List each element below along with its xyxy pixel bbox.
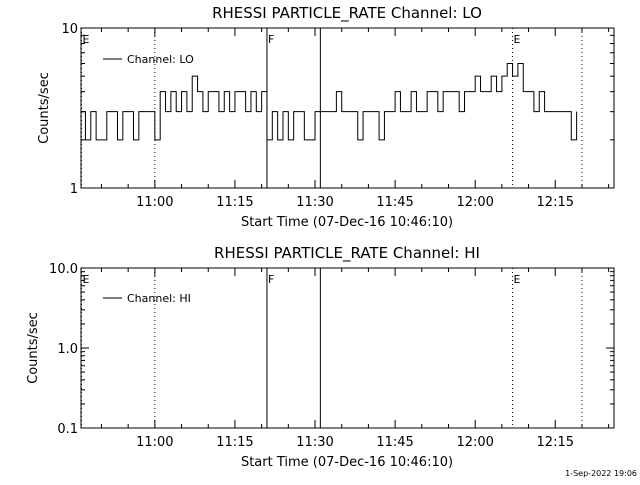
x-tick-label-hi: 12:00 [456,435,493,450]
legend-entry-lo: Channel: LO [127,53,194,66]
y-tick-label-lo: 10 [61,22,78,37]
x-tick-label-hi: 11:30 [296,435,333,450]
x-axis-label-lo: Start Time (07-Dec-16 10:46:10) [241,215,453,230]
x-tick-label-hi: 11:00 [136,435,173,450]
x-tick-label-lo: 12:15 [537,195,574,210]
y-tick-label-hi: 0.1 [57,422,78,437]
x-tick-label-lo: 11:45 [376,195,413,210]
x-tick-label-lo: 12:00 [456,195,493,210]
legend-lo: Channel: LO [103,53,194,66]
x-tick-label-hi: 12:15 [537,435,574,450]
event-marker-label-hi: F [268,273,274,286]
axis-ticks-lo: 11:00 11:15 11:30 11:45 12:00 12:15 1 10 [61,22,614,210]
legend-hi: Channel: HI [103,292,191,305]
event-marker-label-lo: F [268,33,274,46]
x-tick-label-lo: 11:00 [136,195,173,210]
x-tick-label-lo: 11:30 [296,195,333,210]
x-tick-label-hi: 11:15 [216,435,253,450]
event-marker-label-lo: E [83,33,90,46]
y-tick-label-lo: 1 [70,182,78,197]
footer-timestamp: 1-Sep-2022 19:06 [565,469,637,478]
chart-title-lo: RHESSI PARTICLE_RATE Channel: LO [212,4,482,23]
event-marker-label-hi: E [83,273,90,286]
legend-entry-hi: Channel: HI [127,292,191,305]
series-line-lo [81,62,578,141]
event-marker-label-lo: E [514,33,521,46]
y-axis-label-hi: Counts/sec [26,312,41,384]
event-marker-label-hi: E [514,273,521,286]
x-tick-label-hi: 11:45 [376,435,413,450]
chart-title-hi: RHESSI PARTICLE_RATE Channel: HI [214,244,480,263]
panel-lo: RHESSI PARTICLE_RATE Channel: LO Counts/… [37,4,615,230]
y-tick-label-hi: 1.0 [57,342,78,357]
x-axis-label-hi: Start Time (07-Dec-16 10:46:10) [241,455,453,470]
axis-ticks-hi: 11:00 11:15 11:30 11:45 12:00 12:15 0.1 1.0 10.0 [49,262,614,450]
panel-hi: RHESSI PARTICLE_RATE Channel: HI Counts/… [26,244,615,470]
y-tick-label-hi: 10.0 [49,262,78,277]
x-tick-label-lo: 11:15 [216,195,253,210]
y-axis-label-lo: Counts/sec [37,72,52,144]
